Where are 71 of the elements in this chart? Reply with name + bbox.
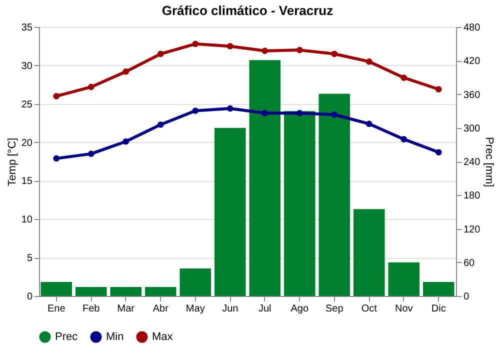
point (192, 108, 199, 114)
y2-tick-label: 240 (464, 157, 481, 168)
y2-tick-label: 0 (464, 292, 470, 302)
point (366, 120, 372, 127)
bar (388, 262, 420, 296)
y-axis-title: Temp [°C] (6, 138, 18, 186)
x-tick-label: Jun (222, 304, 238, 314)
point (88, 150, 94, 157)
bar (75, 287, 107, 296)
bar (144, 287, 176, 296)
y2-tick-label: 360 (464, 90, 481, 101)
point (262, 110, 268, 116)
point (157, 121, 164, 128)
y-tick-label: 35 (21, 22, 33, 34)
x-tick-label: Abr (152, 304, 170, 314)
y-tick-label: 0 (26, 292, 33, 302)
point (262, 48, 268, 54)
bar (40, 282, 72, 296)
x-tick-label: Ago (290, 304, 309, 314)
x-tick-label: Jul (258, 304, 272, 314)
x-tick-label: Feb (82, 304, 100, 314)
y-tick-label: 25 (21, 99, 33, 110)
point (400, 74, 408, 81)
point (122, 68, 130, 75)
bar (422, 282, 454, 296)
y2-axis-title: Prec [mm] (483, 136, 496, 188)
legend-label: Max (152, 331, 174, 343)
bar (318, 94, 350, 296)
legend-label: Min (106, 331, 124, 343)
point (435, 86, 442, 92)
bar (249, 60, 281, 296)
bar (180, 268, 212, 296)
bar (110, 287, 142, 296)
x-tick-label: May (186, 304, 205, 314)
point (331, 111, 338, 118)
point (53, 155, 60, 162)
x-tick-label: Sep (325, 304, 344, 314)
x-tick-label: Dic (431, 304, 446, 314)
x-tick-label: Oct (361, 304, 378, 314)
y-tick-label: 5 (26, 253, 33, 264)
y-tick-label: 20 (21, 138, 33, 149)
x-tick-label: Mar (117, 304, 136, 314)
point (157, 50, 164, 58)
y-tick-label: 10 (21, 214, 33, 226)
point (122, 138, 130, 145)
x-tick-label: Nov (394, 304, 413, 314)
y2-tick-label: 60 (464, 258, 476, 269)
y-tick-label: 15 (21, 176, 33, 188)
point (88, 84, 94, 90)
chart-title: Gráfico climático - Veracruz (162, 3, 334, 18)
point (226, 105, 234, 112)
y2-tick-label: 300 (464, 123, 481, 134)
point (435, 149, 442, 156)
point (400, 136, 408, 142)
point (192, 40, 199, 48)
legend-label: Prec (55, 331, 78, 343)
y2-tick-label: 180 (464, 190, 481, 202)
bar (214, 128, 246, 296)
bar (353, 209, 385, 296)
point (296, 110, 303, 116)
point (226, 43, 234, 50)
x-tick-label: Ene (47, 304, 66, 314)
point (366, 58, 372, 65)
point (53, 93, 60, 100)
y-tick-label: 30 (21, 60, 33, 72)
y2-tick-label: 420 (464, 56, 481, 68)
y2-tick-label: 480 (464, 22, 481, 34)
y2-tick-label: 120 (464, 224, 481, 236)
point (296, 46, 303, 54)
point (331, 50, 338, 58)
bar (284, 111, 316, 296)
